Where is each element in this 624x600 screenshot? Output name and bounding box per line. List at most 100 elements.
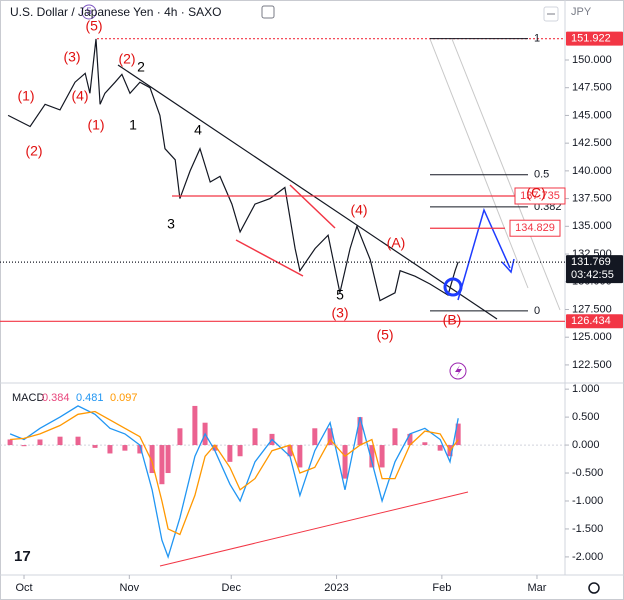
y-tick-label: 125.000: [572, 331, 612, 343]
histogram-bar: [75, 436, 81, 446]
histogram-bar: [149, 445, 155, 474]
y-tick-label: 0.000: [572, 439, 600, 451]
wave-label: (2): [25, 143, 42, 159]
histogram-bar: [177, 428, 183, 446]
wave-label: 4: [194, 122, 202, 138]
y-tick-label: -0.500: [572, 467, 603, 479]
wave-label: 5: [336, 287, 344, 303]
y-tick-label: -2.000: [572, 551, 603, 563]
event-bolt: [455, 365, 462, 377]
fib-label: 0: [534, 305, 540, 317]
wave-label: (C): [526, 185, 545, 201]
y-tick-label: 147.500: [572, 82, 612, 94]
fib-label: 1: [534, 33, 540, 45]
histogram-bar: [287, 445, 293, 457]
histogram-bar: [37, 439, 43, 446]
x-tick-label: Mar: [527, 582, 546, 594]
wedge-line: [289, 184, 336, 229]
wave-label: (1): [87, 117, 104, 133]
histogram-bar: [392, 428, 398, 446]
projection-arrow: [457, 207, 511, 301]
histogram-bar: [57, 436, 63, 446]
y-tick-label: 137.500: [572, 193, 612, 205]
x-tick-label: Dec: [221, 582, 241, 594]
y-tick-label: 1.000: [572, 383, 600, 395]
histogram-bar: [92, 445, 98, 448]
histogram-bar: [437, 445, 443, 451]
histogram-bar: [407, 433, 413, 446]
macd-legend-value: 0.481: [76, 392, 104, 404]
visibility-icon[interactable]: [261, 5, 275, 19]
price-tag: [566, 255, 623, 284]
price-callout: [509, 219, 561, 237]
price-tag-label: 131.769: [571, 256, 611, 268]
histogram-bar: [21, 445, 27, 447]
divergence-line: [159, 491, 469, 567]
histogram-bar: [159, 445, 165, 485]
y-tick-label: 140.000: [572, 165, 612, 177]
wave-label: (3): [331, 305, 348, 321]
y-tick-label: 150.000: [572, 54, 612, 66]
channel-line: [429, 38, 529, 289]
currency-label: JPY: [571, 6, 592, 18]
series-line: [9, 405, 459, 559]
logo: 17: [14, 548, 31, 565]
wave-label: (1): [17, 88, 34, 104]
y-tick-label: 135.000: [572, 220, 612, 232]
y-tick-label: 122.500: [572, 359, 612, 371]
drawings: 5 17: [14, 4, 600, 594]
arrow-head: [501, 258, 515, 274]
wave-label: (B): [443, 312, 462, 328]
histogram-bar: [357, 417, 363, 446]
wave-label: (2): [118, 51, 135, 67]
trend-line: [117, 64, 498, 320]
wave-badge: [81, 4, 97, 20]
chart-title: U.S. Dollar / Japanese Yen · 4h · SAXO: [10, 5, 221, 19]
histogram-bar: [107, 445, 113, 454]
series-line: [7, 38, 459, 302]
y-tick-label: -1.000: [572, 495, 603, 507]
price-tag: [566, 314, 623, 329]
macd-title: MACD: [12, 392, 44, 404]
y-tick-label: 127.500: [572, 303, 612, 315]
histogram-bar: [342, 445, 348, 479]
x-tick-label: Feb: [432, 582, 451, 594]
marks: [0, 38, 565, 559]
wave-label: (5): [376, 327, 393, 343]
wave-label: (4): [350, 202, 367, 218]
histogram-bar: [7, 439, 13, 446]
histogram-bar: [369, 445, 375, 468]
histogram-bar: [327, 428, 333, 446]
price-callout-label: 134.829: [515, 222, 555, 234]
y-tick-label: 0.500: [572, 411, 600, 423]
histogram-bar: [122, 445, 128, 451]
wave-label: 1: [129, 117, 137, 133]
y-tick-label: -1.500: [572, 523, 603, 535]
histogram-bar: [312, 428, 318, 446]
countdown-label: 03:42:55: [571, 269, 614, 281]
wave-label: 3: [167, 216, 175, 232]
histogram-bar: [137, 445, 143, 454]
highlight-circle: [443, 277, 463, 297]
y-tick-label: 145.000: [572, 109, 612, 121]
wave-label: (3): [63, 49, 80, 65]
price-callout-label: 137.735: [520, 190, 560, 202]
price-tag-label: 126.434: [571, 315, 611, 327]
histogram-bar: [297, 445, 303, 468]
wave-label: (4): [71, 88, 88, 104]
histogram-bar: [252, 428, 258, 446]
histogram-bar: [379, 445, 385, 468]
x-tick-label: Oct: [15, 582, 32, 594]
x-tick-label: 2023: [324, 582, 348, 594]
wave-label: (A): [387, 235, 406, 251]
settings-icon[interactable]: [588, 582, 600, 594]
wedge-line: [235, 239, 304, 277]
histogram-bar: [165, 445, 171, 474]
wave-label: 2: [137, 59, 145, 75]
histogram-bar: [212, 445, 218, 451]
series-line: [10, 410, 459, 536]
price-tag-label: 151.922: [571, 33, 611, 45]
wave-label: (5): [85, 18, 102, 34]
